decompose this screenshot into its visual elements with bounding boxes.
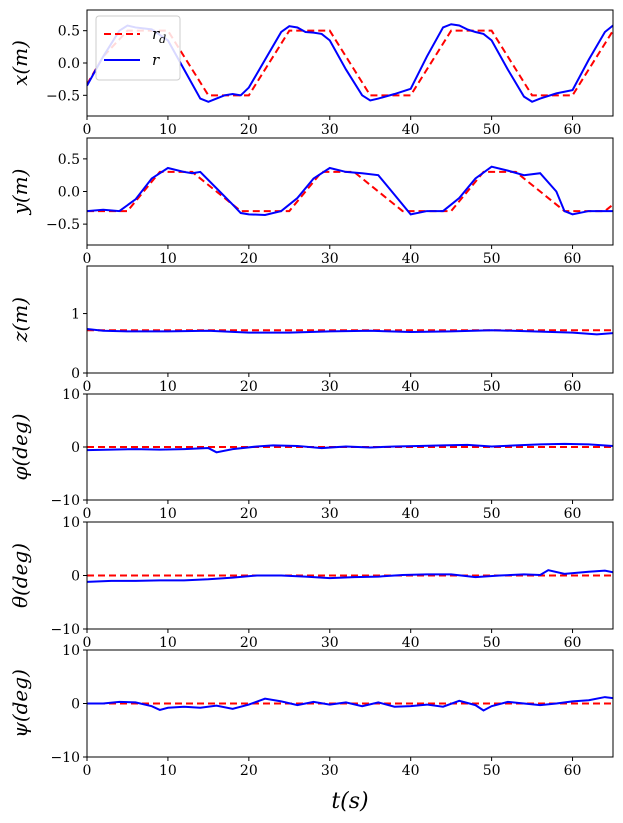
y-axis-label: θ(deg) — [8, 543, 32, 608]
x-axis-label: t(s) — [331, 789, 368, 814]
series-response-r-line — [87, 442, 613, 454]
x-tick-label: 0 — [83, 635, 92, 651]
y-tick-label: 10 — [62, 643, 80, 659]
y-tick-label: 0.0 — [58, 56, 80, 72]
x-tick-label: 10 — [159, 506, 177, 522]
y-tick-label: 10 — [62, 515, 80, 531]
axes-frame — [86, 137, 614, 246]
y-tick-label: −0.5 — [46, 88, 80, 104]
x-tick-label: 30 — [321, 122, 339, 138]
y-tick-label: −10 — [50, 750, 80, 766]
x-tick-label: 20 — [240, 635, 258, 651]
x-tick-label: 20 — [240, 763, 258, 779]
series-response-r-line — [87, 328, 613, 336]
y-tick-label: −10 — [50, 622, 80, 638]
y-axis-label: x(m) — [8, 40, 32, 86]
x-tick-label: 30 — [321, 379, 339, 395]
x-tick-label: 50 — [483, 122, 501, 138]
x-tick-label: 20 — [240, 122, 258, 138]
x-tick-label: 20 — [240, 379, 258, 395]
x-tick-label: 0 — [83, 763, 92, 779]
y-tick-label: 0.5 — [58, 24, 80, 40]
x-tick-label: 60 — [564, 379, 582, 395]
x-tick-label: 30 — [321, 506, 339, 522]
y-tick-label: 0 — [71, 366, 80, 382]
legend-box — [95, 15, 181, 81]
x-tick-label: 50 — [483, 635, 501, 651]
y-axis-label: ψ(deg) — [8, 669, 32, 738]
y-tick-label: 0.5 — [58, 152, 80, 168]
x-tick-label: 50 — [483, 506, 501, 522]
x-tick-label: 40 — [402, 763, 420, 779]
x-tick-label: 60 — [564, 506, 582, 522]
x-tick-label: 40 — [402, 379, 420, 395]
y-tick-label: 0 — [71, 440, 80, 456]
x-tick-label: 10 — [159, 635, 177, 651]
series-response-r-line — [87, 696, 613, 712]
y-tick-label: −10 — [50, 493, 80, 509]
x-tick-label: 20 — [240, 506, 258, 522]
legend-label: r — [152, 51, 160, 69]
x-tick-label: 60 — [564, 763, 582, 779]
y-tick-label: −0.5 — [46, 217, 80, 233]
x-tick-label: 10 — [159, 379, 177, 395]
series-response-r-line — [87, 23, 613, 103]
y-tick-label: 0 — [71, 569, 80, 585]
x-tick-label: 40 — [402, 506, 420, 522]
x-tick-label: 0 — [83, 251, 92, 267]
x-tick-label: 50 — [483, 379, 501, 395]
y-axis-label: φ(deg) — [8, 413, 32, 480]
series-response-r-line — [87, 165, 613, 216]
x-tick-label: 40 — [402, 122, 420, 138]
x-tick-label: 60 — [564, 251, 582, 267]
x-tick-label: 30 — [321, 251, 339, 267]
y-tick-label: 0.0 — [58, 185, 80, 201]
legend: rdr — [95, 15, 181, 81]
y-tick-label: 0 — [71, 697, 80, 713]
x-tick-label: 60 — [564, 122, 582, 138]
x-tick-label: 10 — [159, 251, 177, 267]
x-tick-label: 30 — [321, 635, 339, 651]
series-response-r-line — [87, 569, 613, 583]
x-tick-label: 0 — [83, 122, 92, 138]
y-tick-label: 10 — [62, 387, 80, 403]
series-reference-rd-line — [87, 170, 613, 213]
x-tick-label: 60 — [564, 635, 582, 651]
x-tick-label: 30 — [321, 763, 339, 779]
x-tick-label: 10 — [159, 763, 177, 779]
axes-frame — [86, 265, 614, 374]
x-tick-label: 20 — [240, 251, 258, 267]
x-tick-label: 10 — [159, 122, 177, 138]
x-tick-label: 50 — [483, 763, 501, 779]
x-tick-label: 0 — [83, 506, 92, 522]
x-tick-label: 50 — [483, 251, 501, 267]
x-tick-label: 40 — [402, 635, 420, 651]
x-tick-label: 40 — [402, 251, 420, 267]
y-tick-label: 1 — [71, 307, 80, 323]
subplot-1: 0 10 20 30 40 50 60 0.5 0.0 −0.5 x(m) rdr — [8, 9, 614, 138]
x-tick-label: 0 — [83, 379, 92, 395]
subplot-2: 0 10 20 30 40 50 60 0.5 0.0 −0.5 y(m) — [8, 137, 614, 267]
y-axis-label: z(m) — [8, 297, 32, 343]
y-axis-label: y(m) — [8, 169, 32, 216]
